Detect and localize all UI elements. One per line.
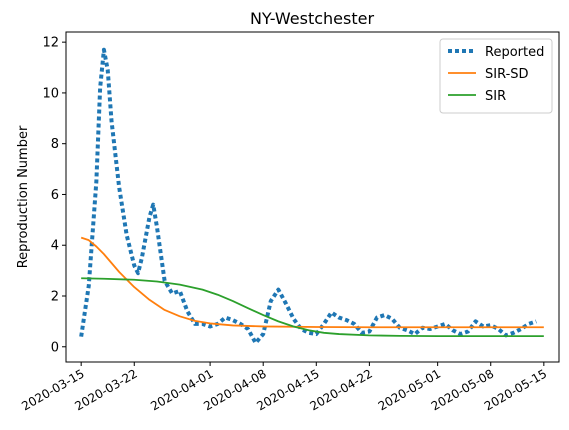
y-tick-label: 0 <box>51 340 59 355</box>
y-tick-label: 10 <box>42 86 59 101</box>
legend: Reported SIR-SD SIR <box>439 38 553 114</box>
chart-title: NY-Westchester <box>250 9 375 28</box>
y-axis-label: Reproduction Number <box>16 125 31 268</box>
legend-label: Reported <box>485 45 544 60</box>
y-tick-label: 12 <box>42 36 59 51</box>
y-tick-label: 6 <box>51 188 59 203</box>
series-line-sir <box>81 277 544 338</box>
legend-label: SIR-SD <box>485 67 529 82</box>
legend-label: SIR <box>485 89 506 104</box>
series-line-reported <box>79 47 537 345</box>
y-tick-label: 4 <box>51 239 59 254</box>
series-layer <box>79 47 544 345</box>
plot-area <box>65 31 560 363</box>
axes-frame <box>65 31 560 363</box>
y-tick-label: 8 <box>51 137 59 152</box>
y-tick-label: 2 <box>51 290 59 305</box>
y-axis: 0 2 4 6 8 10 12 <box>42 36 66 355</box>
series-line-sir-sd <box>80 236 544 329</box>
